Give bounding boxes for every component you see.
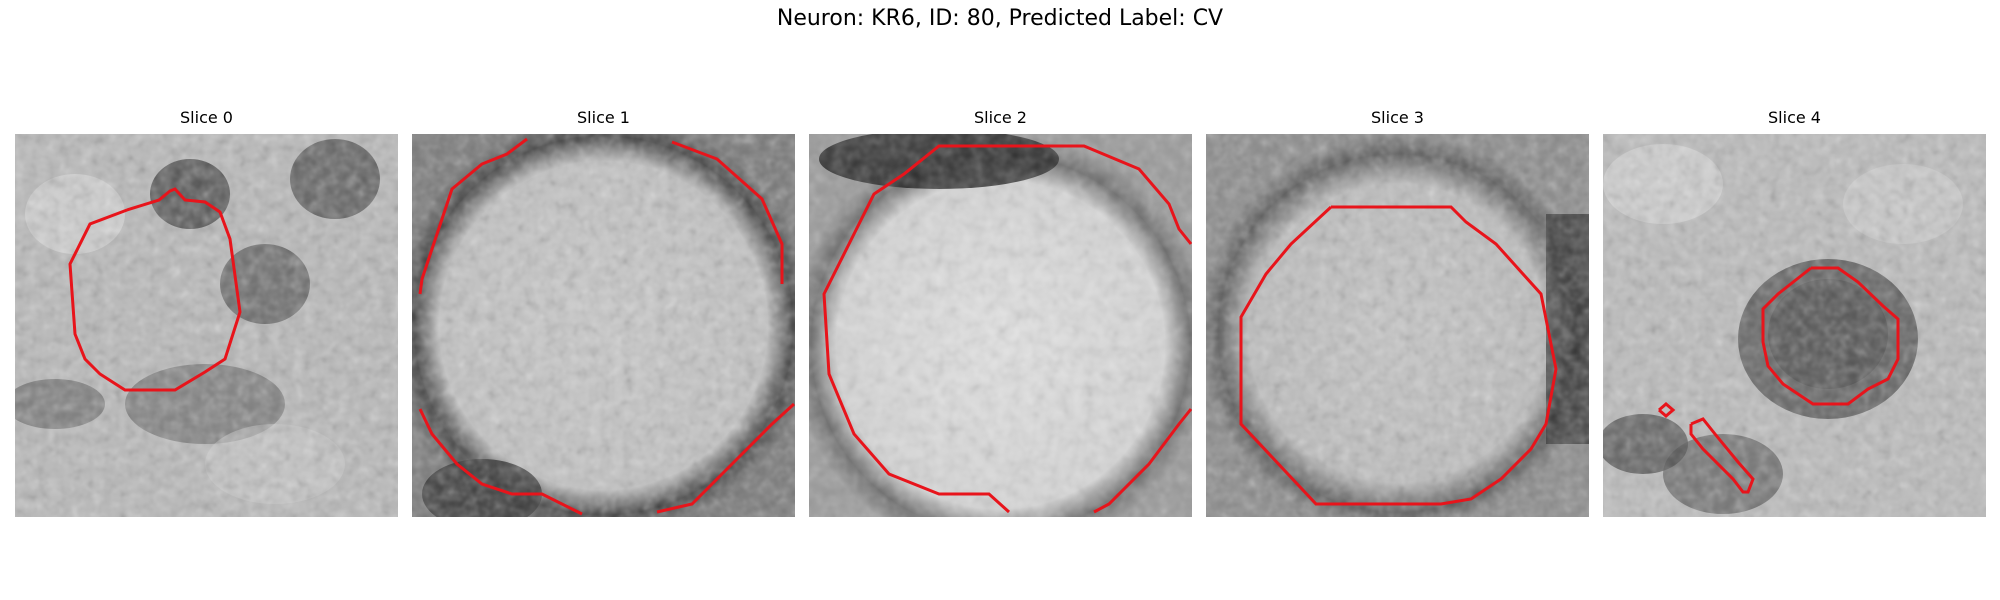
- slice-1-panel: [412, 134, 795, 517]
- slice-4-panel: [1603, 134, 1986, 517]
- contour-line: [68, 187, 242, 392]
- panel-title-slice-0: Slice 0: [180, 108, 233, 127]
- contour-line-small-2: [1689, 417, 1755, 494]
- slice-2-image: [809, 134, 1192, 517]
- panel-title-slice-3: Slice 3: [1371, 108, 1424, 127]
- slice-3-image: [1206, 134, 1589, 517]
- contour-line-main: [1761, 266, 1900, 406]
- contour-line-a: [418, 137, 528, 295]
- contour-line-small: [1658, 402, 1676, 418]
- contour-line-b: [1093, 408, 1192, 514]
- panel-title-slice-2: Slice 2: [974, 108, 1027, 127]
- panel-title-slice-1: Slice 1: [577, 108, 630, 127]
- contour-line: [1239, 205, 1558, 506]
- figure-title: Neuron: KR6, ID: 80, Predicted Label: CV: [776, 6, 1224, 31]
- slice-0-panel: [15, 134, 398, 517]
- slice-2-panel: [809, 134, 1192, 517]
- slice-3-panel: [1206, 134, 1589, 517]
- contour-line-d: [656, 402, 795, 514]
- contour-line-a: [822, 144, 1192, 514]
- contour-line-b: [671, 140, 784, 284]
- panel-title-slice-4: Slice 4: [1768, 108, 1821, 127]
- contour-line-c: [418, 408, 583, 516]
- slice-1-image: [412, 134, 795, 517]
- slice-0-image: [15, 134, 398, 517]
- slice-4-image: [1603, 134, 1986, 517]
